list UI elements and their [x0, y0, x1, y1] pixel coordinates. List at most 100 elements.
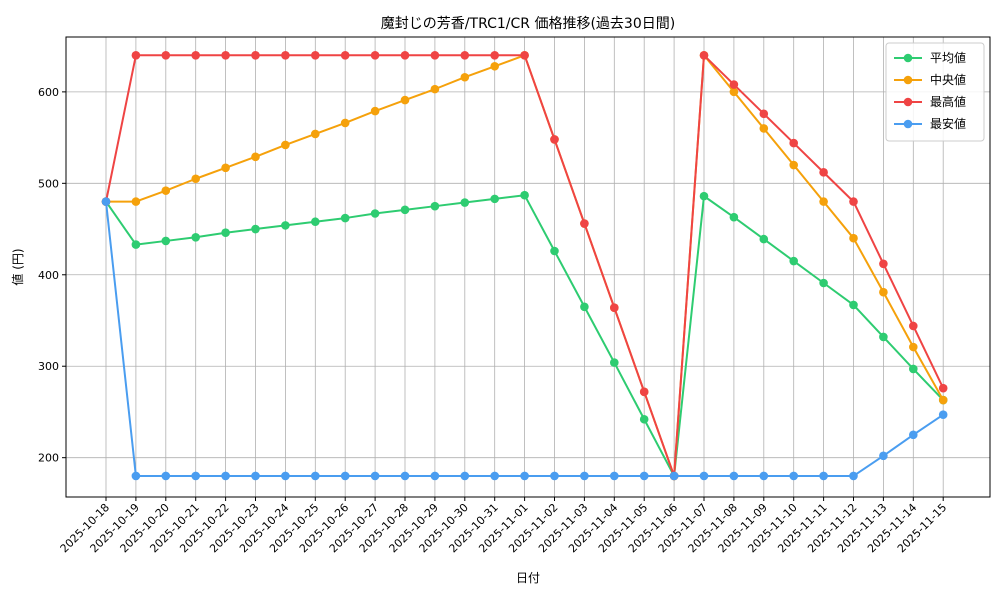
- data-point: [849, 300, 858, 310]
- data-point: [400, 95, 410, 105]
- data-point: [759, 124, 769, 133]
- data-point: [400, 471, 410, 481]
- data-point: [610, 303, 619, 312]
- data-point: [311, 50, 320, 60]
- data-point: [520, 50, 529, 60]
- data-point: [580, 471, 589, 481]
- data-point: [311, 217, 320, 227]
- y-axis-ticks: 200 300 400 500 600: [38, 86, 66, 465]
- data-point: [281, 471, 290, 481]
- data-point: [221, 228, 230, 238]
- x-axis-ticks: 2025-10-182025-10-192025-10-202025-10-21…: [58, 497, 949, 555]
- data-point: [819, 168, 828, 177]
- data-point: [191, 174, 200, 184]
- data-point: [879, 259, 888, 269]
- data-point: [520, 471, 529, 481]
- data-point: [400, 205, 410, 215]
- data-point: [909, 430, 918, 440]
- data-point: [161, 186, 171, 195]
- data-point: [221, 163, 230, 173]
- data-point: [789, 471, 798, 481]
- data-point: [460, 50, 470, 60]
- legend-marker: [903, 75, 913, 85]
- data-point: [639, 387, 649, 397]
- data-point: [879, 287, 888, 297]
- data-point: [430, 471, 440, 481]
- data-point: [430, 201, 440, 211]
- data-point: [131, 50, 141, 60]
- legend-label: 中央値: [930, 72, 966, 87]
- data-point: [819, 471, 828, 481]
- data-point: [610, 358, 619, 367]
- data-point: [490, 50, 500, 60]
- data-point: [819, 197, 828, 206]
- plot-frame: [65, 36, 991, 498]
- data-point: [699, 191, 709, 201]
- data-point: [580, 302, 589, 312]
- data-point: [281, 221, 290, 230]
- data-point: [191, 471, 200, 481]
- data-point: [729, 80, 739, 89]
- data-point: [490, 61, 500, 71]
- series-0: [101, 190, 948, 481]
- data-point: [400, 50, 410, 60]
- data-point: [191, 50, 200, 60]
- data-point: [550, 246, 559, 256]
- data-point: [251, 152, 260, 162]
- data-point: [311, 471, 320, 481]
- data-point: [460, 72, 470, 82]
- data-point: [370, 106, 380, 116]
- data-point: [460, 471, 470, 481]
- data-point: [251, 50, 260, 60]
- data-point: [759, 109, 769, 119]
- data-point: [550, 471, 559, 481]
- data-point: [131, 471, 141, 481]
- data-point: [490, 194, 500, 204]
- data-point: [789, 138, 798, 148]
- data-point: [281, 140, 290, 150]
- y-axis-title: 値 (円): [10, 248, 25, 285]
- data-point: [131, 197, 141, 206]
- data-point: [311, 129, 320, 139]
- data-point: [161, 50, 171, 60]
- data-point: [161, 236, 171, 246]
- data-point: [430, 84, 440, 94]
- data-point: [281, 50, 290, 60]
- data-point: [639, 414, 649, 424]
- data-point: [161, 471, 171, 481]
- data-point: [460, 198, 470, 207]
- chart-title: 魔封じの芳香/TRC1/CR 価格推移(過去30日間): [381, 15, 675, 32]
- data-point: [520, 190, 529, 200]
- data-point: [191, 232, 200, 242]
- data-point: [490, 471, 500, 481]
- data-point: [879, 332, 888, 342]
- data-point: [938, 410, 948, 419]
- legend-marker: [903, 119, 913, 129]
- legend-frame: [885, 42, 985, 142]
- y-tick-label: 200: [38, 452, 59, 465]
- plot-series: [101, 50, 948, 481]
- data-point: [340, 118, 350, 128]
- data-point: [879, 451, 888, 461]
- data-point: [639, 471, 649, 481]
- legend-label: 平均値: [930, 50, 966, 65]
- data-point: [370, 209, 380, 218]
- data-point: [370, 50, 380, 60]
- series-3: [101, 197, 948, 481]
- data-point: [610, 471, 619, 481]
- y-tick-label: 500: [38, 177, 59, 190]
- data-point: [580, 219, 589, 228]
- data-point: [909, 364, 918, 374]
- y-tick-label: 400: [38, 269, 59, 282]
- data-point: [759, 471, 769, 481]
- data-point: [251, 224, 260, 234]
- data-point: [221, 471, 230, 481]
- data-point: [849, 233, 858, 243]
- data-point: [101, 197, 111, 206]
- data-point: [759, 234, 769, 244]
- legend-label: 最高値: [930, 94, 966, 109]
- data-point: [550, 135, 559, 144]
